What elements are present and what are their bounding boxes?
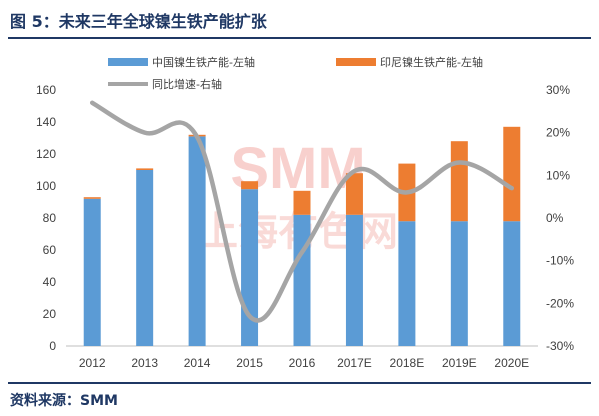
legend-china-swatch bbox=[108, 58, 148, 66]
china-capacity-bar bbox=[398, 221, 416, 346]
x-tick-label: 2014 bbox=[184, 356, 211, 370]
indonesia-capacity-bar bbox=[450, 141, 468, 222]
x-tick-label: 2019E bbox=[442, 356, 477, 370]
y-left-tick-label: 40 bbox=[43, 275, 57, 289]
y-right-tick-label: -30% bbox=[546, 339, 574, 353]
indonesia-capacity-bar bbox=[241, 181, 259, 190]
indonesia-capacity-bar bbox=[83, 197, 101, 199]
y-right-tick-label: 10% bbox=[546, 168, 570, 182]
x-tick-label: 2018E bbox=[390, 356, 425, 370]
china-capacity-bar bbox=[503, 221, 521, 346]
title-divider bbox=[8, 37, 591, 39]
china-capacity-bar bbox=[450, 221, 468, 346]
growth-line bbox=[89, 100, 515, 323]
growth-series-line bbox=[89, 100, 515, 323]
source-note: 资料来源：SMM bbox=[10, 393, 118, 409]
y-right-tick-label: 30% bbox=[546, 83, 570, 97]
y-left-tick-label: 0 bbox=[49, 339, 56, 353]
x-tick-label: 2016 bbox=[289, 356, 316, 370]
indonesia-capacity-bar bbox=[136, 168, 154, 170]
indonesia-capacity-bar bbox=[293, 190, 311, 215]
china-capacity-bar bbox=[83, 198, 101, 346]
indonesia-capacity-bar bbox=[345, 173, 363, 215]
y-left-tick-label: 60 bbox=[43, 243, 57, 257]
y-left-tick-label: 100 bbox=[36, 179, 56, 193]
legend-indonesia-swatch bbox=[336, 58, 376, 66]
legend-indonesia-label: 印尼镍生铁产能-左轴 bbox=[380, 55, 483, 69]
x-tick-label: 2013 bbox=[131, 356, 158, 370]
y-left-tick-label: 120 bbox=[36, 147, 56, 161]
y-right-tick-label: 20% bbox=[546, 126, 570, 140]
indonesia-capacity-bar bbox=[503, 126, 521, 222]
y-left-tick-label: 80 bbox=[43, 211, 57, 225]
figure-title: 图 5：未来三年全球镍生铁产能扩张 bbox=[10, 12, 267, 31]
legend-growth-label: 同比增速-右轴 bbox=[152, 77, 222, 91]
x-tick-label: 2012 bbox=[79, 356, 106, 370]
legend-china-label: 中国镍生铁产能-左轴 bbox=[152, 55, 255, 69]
china-capacity-bar bbox=[345, 214, 363, 346]
x-tick-label: 2020E bbox=[494, 356, 529, 370]
source-divider bbox=[8, 382, 591, 384]
x-tick-label: 2015 bbox=[236, 356, 263, 370]
china-capacity-bar bbox=[188, 136, 206, 346]
bars bbox=[83, 126, 521, 346]
y-left-tick-label: 160 bbox=[36, 83, 56, 97]
y-left-tick-label: 140 bbox=[36, 115, 56, 129]
axes: 0 20 40 60 80 100 120 140 160 -30% -20% -10% 0% 10% 20… bbox=[36, 83, 574, 370]
china-capacity-bar bbox=[293, 214, 311, 346]
y-right-tick-label: -10% bbox=[546, 254, 574, 268]
x-tick-label: 2017E bbox=[337, 356, 372, 370]
y-right-tick-label: -20% bbox=[546, 296, 574, 310]
y-left-tick-label: 20 bbox=[43, 307, 57, 321]
y-right-tick-label: 0% bbox=[546, 211, 564, 225]
china-capacity-bar bbox=[136, 170, 154, 346]
